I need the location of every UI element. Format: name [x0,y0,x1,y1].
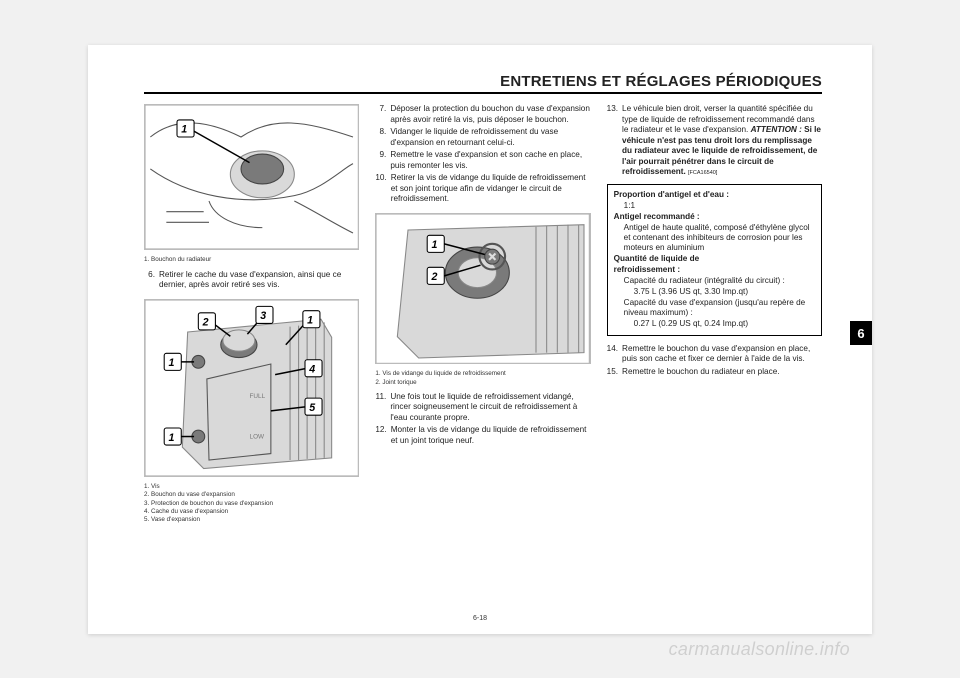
svg-text:1: 1 [181,124,187,136]
step-number: 15. [607,367,622,378]
step-number: 10. [375,173,390,205]
step-6: 6. Retirer le cache du vase d'expansion,… [144,270,359,291]
info-value: Antigel de haute qualité, composé d'éthy… [614,223,815,253]
caption-line: 1. Bouchon du radiateur [144,256,359,263]
info-key: refroidissement : [614,265,680,274]
step-7: 7.Déposer la protection du bouchon du va… [375,104,590,125]
figure-expansion-tank: FULL LOW 1 1 2 3 [144,299,359,477]
page-number: 6-18 [88,615,872,622]
info-value: Capacité du vase d'expansion (jusqu'au r… [614,298,815,318]
step-text: Remettre le bouchon du radiateur en plac… [622,367,822,378]
step-14: 14.Remettre le bouchon du vase d'expansi… [607,344,822,365]
caption-line: 1. Vis de vidange du liquide de refroidi… [375,370,590,377]
caption-line: 5. Vase d'expansion [144,516,359,523]
caption-line: 2. Bouchon du vase d'expansion [144,491,359,498]
figure-radiator-cap: 1 [144,104,359,250]
figure-radiator-cap-caption: 1. Bouchon du radiateur [144,256,359,263]
step-8: 8.Vidanger le liquide de refroidissement… [375,127,590,148]
step-text: Vidanger le liquide de refroidissement d… [390,127,590,148]
watermark: carmanualsonline.info [669,639,850,660]
info-value: 1:1 [614,201,815,211]
caption-line: 1. Vis [144,483,359,490]
svg-text:1: 1 [168,357,174,369]
page: ENTRETIENS ET RÉGLAGES PÉRIODIQUES [88,45,872,634]
steps-col3-a: 13. Le véhicule bien droit, verser la qu… [607,104,822,178]
step-13: 13. Le véhicule bien droit, verser la qu… [607,104,822,178]
column-2: 7.Déposer la protection du bouchon du va… [375,104,590,529]
step-text: Retirer la vis de vidange du liquide de … [391,173,591,205]
figure-drain-screw: 1 2 [375,213,590,364]
step-number: 9. [375,150,390,171]
svg-text:FULL: FULL [250,393,266,400]
step-text: Remettre le vase d'expansion et son cach… [390,150,590,171]
step-text: Déposer la protection du bouchon du vase… [390,104,590,125]
steps-col2-a: 7.Déposer la protection du bouchon du va… [375,104,590,205]
step-12: 12.Monter la vis de vidange du liquide d… [375,425,590,446]
figure-drain-screw-caption: 1. Vis de vidange du liquide de refroidi… [375,370,590,385]
step-9: 9.Remettre le vase d'expansion et son ca… [375,150,590,171]
steps-col3-b: 14.Remettre le bouchon du vase d'expansi… [607,344,822,378]
info-value: Capacité du radiateur (intégralité du ci… [614,276,815,286]
svg-text:LOW: LOW [250,433,265,440]
svg-text:4: 4 [308,363,315,375]
info-value: 3.75 L (3.96 US qt, 3.30 Imp.qt) [614,287,815,297]
caption-line: 4. Cache du vase d'expansion [144,508,359,515]
svg-text:3: 3 [260,310,266,322]
page-inner: ENTRETIENS ET RÉGLAGES PÉRIODIQUES [88,45,872,634]
step-number: 6. [144,270,159,291]
svg-text:1: 1 [432,239,438,251]
info-value: 0.27 L (0.29 US qt, 0.24 Imp.qt) [614,319,815,329]
info-key: Antigel recommandé : [614,212,700,221]
step-11: 11.Une fois tout le liquide de refroidis… [375,392,590,424]
step-text: Remettre le bouchon du vase d'expansion … [622,344,822,365]
info-key: Proportion d'antigel et d'eau : [614,190,729,199]
page-header: ENTRETIENS ET RÉGLAGES PÉRIODIQUES [144,73,822,94]
svg-text:2: 2 [202,316,209,328]
attention-ref: [FCA16540] [688,170,717,176]
column-3: 13. Le véhicule bien droit, verser la qu… [607,104,822,529]
step-number: 14. [607,344,622,365]
column-1: 1 1. Bouchon du radiateur 6. Retirer le … [144,104,359,529]
svg-text:1: 1 [307,314,313,326]
svg-text:5: 5 [309,402,316,414]
svg-text:1: 1 [168,432,174,444]
step-text: Retirer le cache du vase d'expansion, ai… [159,270,359,291]
step-number: 8. [375,127,390,148]
step-15: 15.Remettre le bouchon du radiateur en p… [607,367,822,378]
caption-line: 3. Protection de bouchon du vase d'expan… [144,500,359,507]
coolant-info-box: Proportion d'antigel et d'eau : 1:1 Anti… [607,184,822,336]
columns: 1 1. Bouchon du radiateur 6. Retirer le … [144,104,822,529]
step-text: Monter la vis de vidange du liquide de r… [391,425,591,446]
figure-expansion-tank-caption: 1. Vis 2. Bouchon du vase d'expansion 3.… [144,483,359,523]
step-text: Le véhicule bien droit, verser la quanti… [622,104,822,178]
page-title: ENTRETIENS ET RÉGLAGES PÉRIODIQUES [500,73,822,90]
step-number: 11. [375,392,390,424]
step-number: 12. [375,425,390,446]
steps-col2-b: 11.Une fois tout le liquide de refroidis… [375,392,590,447]
step-number: 7. [375,104,390,125]
info-key: Quantité de liquide de [614,254,700,263]
svg-text:2: 2 [431,271,438,283]
chapter-tab: 6 [850,321,872,345]
caption-line: 2. Joint torique [375,379,590,386]
attention-label: ATTENTION : [751,125,805,134]
step-number: 13. [607,104,622,178]
step-10: 10.Retirer la vis de vidange du liquide … [375,173,590,205]
steps-col1: 6. Retirer le cache du vase d'expansion,… [144,270,359,291]
step-text: Une fois tout le liquide de refroidissem… [390,392,590,424]
